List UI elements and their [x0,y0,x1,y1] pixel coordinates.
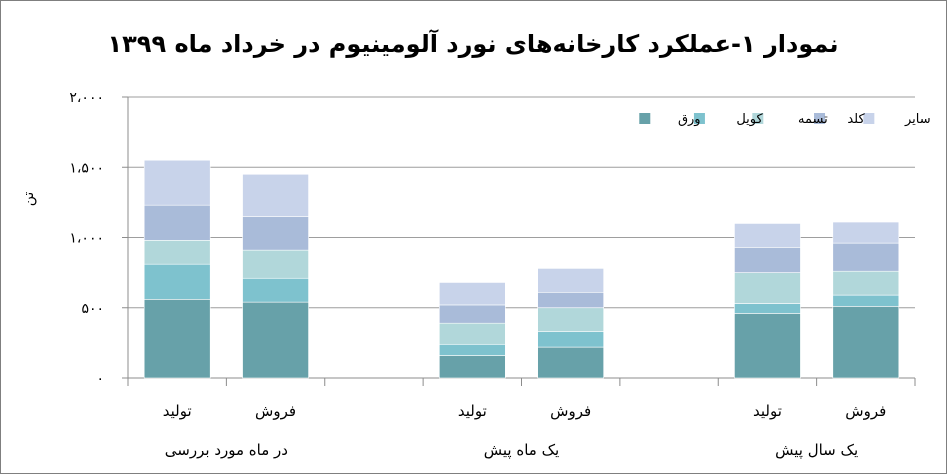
legend-label: کویل [736,112,763,127]
x-category-label: فروش [255,402,296,420]
bar-segment [143,159,211,206]
bar-segment [734,303,801,314]
legend-swatch [639,113,651,124]
bar-segment [832,294,900,307]
legend-swatch [814,113,826,124]
y-tick-label: ۰ [96,371,104,387]
x-category-label: تولید [753,402,782,420]
y-tick-label: ۲،۰۰۰ [69,90,104,106]
bar-segment [832,242,900,272]
legend-swatch [752,113,764,124]
x-axis: تولید فروش تولید فروش تولید فروش در ماه مورد ب… [127,378,916,460]
legend-label: سایر [904,112,931,127]
bar-segment [242,216,309,251]
bar-segment [242,249,309,279]
chart-title: نمودار ۱-عملکرد کارخانه‌های نورد آلومینی… [108,29,839,58]
bar-segment [439,282,506,306]
x-category-label: فروش [845,402,886,420]
bar-segment [439,304,506,324]
bar-segment [143,240,211,265]
y-axis-ticks: ۰ ۵۰۰ ۱،۰۰۰ ۱،۵۰۰ ۲،۰۰۰ [69,90,104,387]
legend: سایر کلد تسمه کویل ورق [639,112,931,127]
bar-segment [143,299,211,379]
bar-segment [734,313,801,379]
bar-segment [537,307,604,332]
x-category-label: فروش [550,402,591,420]
bar-segment [734,272,801,304]
bar-segment [242,301,309,379]
x-category-label: تولید [458,402,487,420]
bar-segment [537,268,604,293]
bar-segment [143,204,211,241]
bar-segment [242,277,309,303]
x-group-label: در ماه مورد بررسی [165,441,288,459]
x-category-label: تولید [163,402,192,420]
bar-segment [439,322,506,345]
y-axis-unit-label: تن [21,192,37,207]
y-tick-label: ۵۰۰ [81,301,104,317]
bars [143,159,900,379]
x-group-label: یک سال پیش [775,441,858,460]
bar-segment [537,291,604,309]
bar-segment [537,331,604,348]
legend-swatch [863,113,875,124]
bar-segment [537,346,604,379]
bar-segment [439,355,506,379]
legend-label: کلد [847,112,865,127]
legend-label: تسمه [798,112,828,127]
bar-segment [734,247,801,273]
bar-segment [242,173,309,217]
y-tick-label: ۱،۵۰۰ [69,160,104,176]
legend-label: ورق [678,112,701,127]
bar-segment [439,343,506,356]
legend-swatch [693,113,705,124]
bar-segment [734,223,801,248]
bar-segment [832,306,900,379]
y-tick-label: ۱،۰۰۰ [69,231,104,247]
bar-segment [832,221,900,244]
bar-segment [143,263,211,300]
x-group-label: یک ماه پیش [484,441,559,460]
bar-segment [832,270,900,296]
